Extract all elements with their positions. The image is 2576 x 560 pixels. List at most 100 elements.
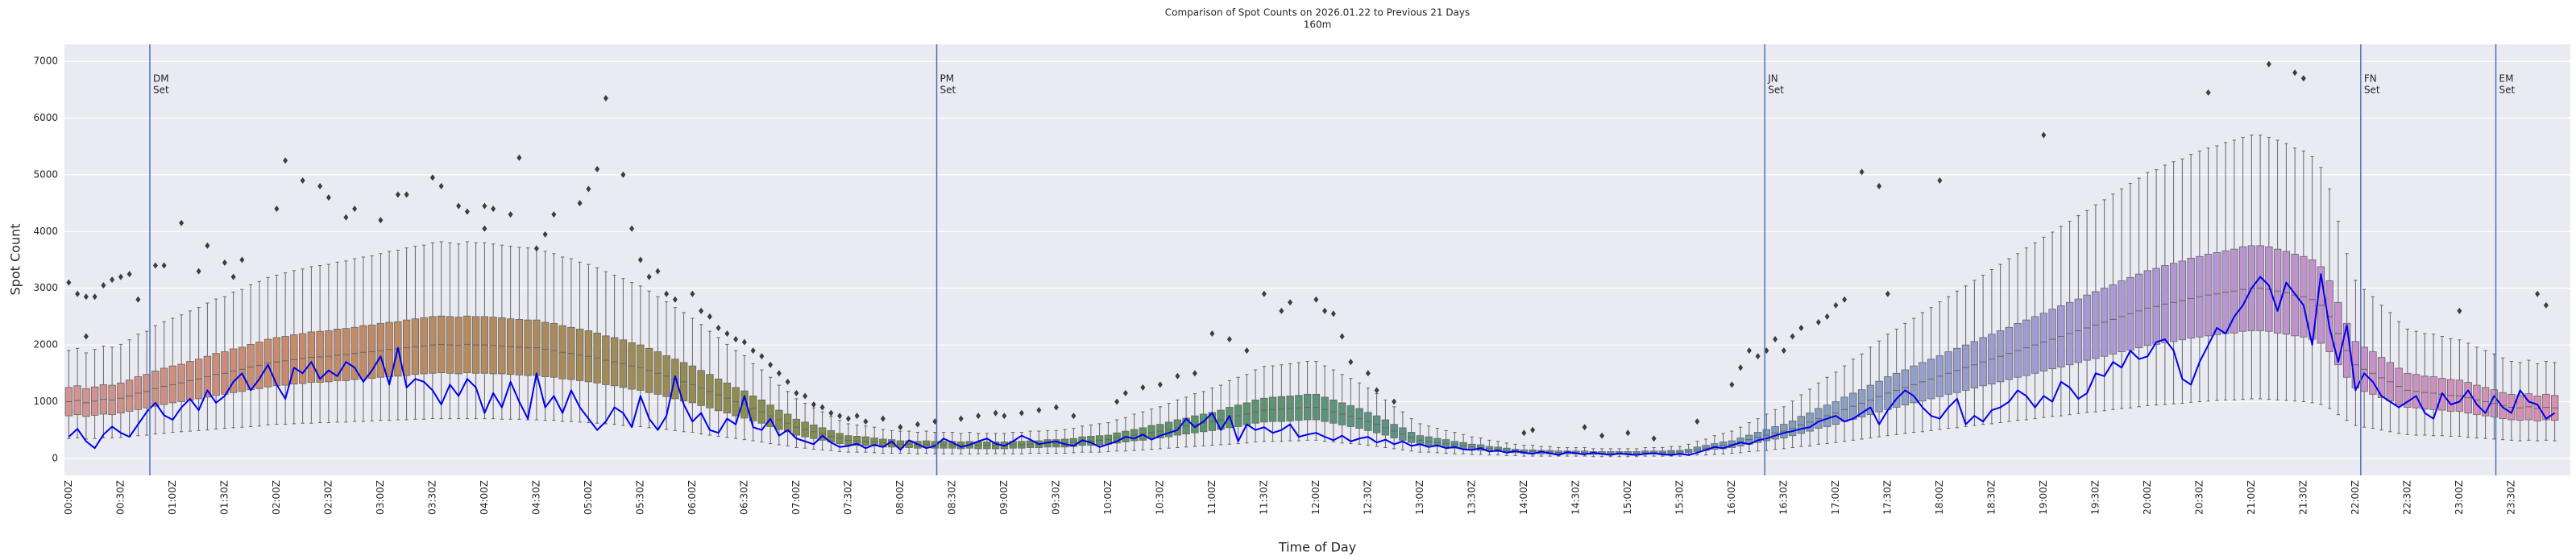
x-tick-label: 07:30Z — [842, 480, 853, 515]
annotation-label: Set — [1768, 85, 1784, 96]
flier — [438, 182, 444, 189]
flier — [92, 293, 97, 301]
flier — [958, 415, 964, 422]
x-axis-label: Time of Day — [1278, 540, 1356, 555]
flier — [1279, 307, 1284, 314]
flier — [533, 245, 539, 252]
flier — [1348, 359, 1354, 366]
y-tick-label: 7000 — [33, 56, 58, 67]
flier — [1781, 347, 1786, 355]
y-tick-label: 3000 — [33, 282, 58, 293]
flier — [837, 413, 843, 420]
x-tick-label: 15:30Z — [1674, 480, 1685, 515]
flier — [811, 401, 816, 409]
x-tick-label: 15:00Z — [1622, 480, 1633, 515]
x-tick-label: 04:30Z — [530, 480, 541, 515]
flier — [716, 324, 721, 331]
flier — [750, 347, 756, 355]
flier — [352, 205, 358, 213]
x-tick-label: 08:30Z — [946, 480, 957, 515]
x-tick-label: 09:00Z — [998, 480, 1010, 515]
flier — [993, 409, 998, 417]
flier — [1885, 290, 1890, 297]
x-tick-label: 11:30Z — [1258, 480, 1269, 515]
flier — [1790, 333, 1795, 340]
flier — [135, 296, 141, 303]
flier — [690, 290, 695, 297]
flier — [542, 230, 548, 238]
flier — [1122, 389, 1128, 396]
flier — [395, 191, 400, 198]
x-tick-label: 19:30Z — [2089, 480, 2101, 515]
x-tick-label: 16:30Z — [1777, 480, 1789, 515]
flier — [1798, 324, 1804, 331]
flier — [863, 418, 869, 425]
x-tick-label: 03:30Z — [426, 480, 438, 515]
flier — [1877, 182, 1882, 189]
flier — [83, 293, 89, 301]
x-tick-label: 08:00Z — [894, 480, 906, 515]
flier — [724, 330, 730, 338]
flier — [110, 276, 115, 284]
flier — [516, 154, 522, 161]
flier — [1209, 330, 1215, 338]
flier — [1261, 290, 1267, 297]
chart-subtitle: 160m — [1304, 19, 1332, 31]
flier — [152, 262, 158, 269]
flier — [898, 424, 903, 431]
annotation-label: DM — [153, 73, 169, 85]
flier — [854, 413, 860, 420]
flier — [803, 392, 808, 400]
flier — [205, 242, 210, 249]
x-tick-label: 09:30Z — [1050, 480, 1061, 515]
flier — [1738, 364, 1744, 371]
x-tick-label: 04:00Z — [479, 480, 490, 515]
flier — [1192, 370, 1197, 377]
x-tick-label: 02:30Z — [322, 480, 334, 515]
flier — [1746, 347, 1752, 355]
flier — [1651, 435, 1657, 442]
flier — [429, 174, 435, 181]
x-tick-label: 10:30Z — [1154, 480, 1165, 515]
y-tick-label: 4000 — [33, 226, 58, 237]
flier — [2266, 60, 2271, 68]
flier — [1729, 381, 1735, 388]
flier — [1599, 432, 1605, 439]
x-tick-label: 10:00Z — [1102, 480, 1114, 515]
flier — [741, 338, 747, 346]
flier — [2205, 89, 2211, 96]
annotation-label: JN — [1767, 73, 1778, 85]
flier — [2535, 290, 2541, 297]
x-tick-label: 03:00Z — [375, 480, 386, 515]
flier — [551, 211, 557, 218]
annotation-label: PM — [940, 73, 955, 85]
x-tick-label: 05:00Z — [583, 480, 594, 515]
x-tick-label: 18:30Z — [1985, 480, 1997, 515]
x-tick-label: 14:30Z — [1570, 480, 1581, 515]
flier — [1755, 353, 1761, 360]
flier — [1521, 429, 1527, 437]
flier — [1339, 333, 1345, 340]
annotation-label: Set — [940, 85, 956, 96]
flier — [1002, 413, 1007, 420]
x-tick-label: 06:30Z — [738, 480, 749, 515]
x-tick-label: 12:30Z — [1362, 480, 1373, 515]
flier — [2041, 131, 2047, 139]
y-axis-label: Spot Count — [8, 224, 23, 296]
x-tick-label: 23:00Z — [2454, 480, 2465, 515]
flier — [1244, 347, 1250, 355]
flier — [1374, 387, 1379, 394]
flier — [646, 273, 652, 280]
x-tick-label: 11:00Z — [1206, 480, 1217, 515]
flier — [196, 268, 201, 275]
flier — [2300, 75, 2306, 82]
flier — [785, 378, 790, 385]
flier — [161, 262, 167, 269]
x-tick-label: 02:00Z — [271, 480, 282, 515]
x-tick-label: 17:30Z — [1881, 480, 1893, 515]
flier — [274, 205, 280, 213]
flier — [508, 211, 513, 218]
flier — [1313, 296, 1319, 303]
chart-title: Comparison of Spot Counts on 2026.01.22 … — [1165, 7, 1471, 19]
flier — [1322, 307, 1328, 314]
